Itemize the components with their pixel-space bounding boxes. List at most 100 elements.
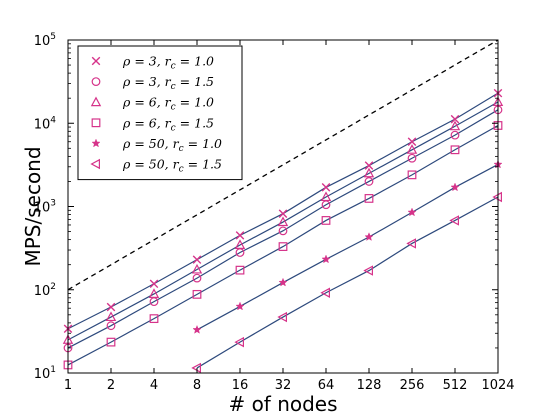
- data-point: [407, 153, 417, 163]
- y-axis-label: MPS/second: [21, 146, 45, 266]
- data-point: [149, 279, 159, 289]
- series-line: [67, 124, 499, 366]
- legend-label: ρ = 3, rc = 1.5: [122, 74, 214, 92]
- legend-label-main: ρ = 3, r: [122, 74, 172, 89]
- series-5: [192, 159, 503, 334]
- marker-shape: [278, 226, 288, 236]
- series-3: [62, 96, 504, 344]
- data-point: [191, 263, 203, 274]
- data-point: [192, 273, 202, 283]
- legend: ρ = 3, rc = 1.0ρ = 3, rc = 1.5ρ = 6, rc …: [77, 45, 243, 181]
- marker-shape: [449, 215, 459, 226]
- legend-marker: [91, 138, 101, 148]
- marker-shape: [364, 177, 374, 186]
- marker-shape: [91, 77, 101, 86]
- legend-label-main: ρ = 6, r: [122, 115, 172, 130]
- marker-stroke: [450, 114, 460, 124]
- marker-stroke: [192, 255, 202, 264]
- legend-marker: [91, 118, 101, 128]
- y-tick-exponent: 3: [50, 199, 56, 209]
- data-point: [449, 215, 459, 226]
- marker-shape: [407, 170, 417, 180]
- legend-marker: [90, 96, 102, 107]
- legend-entry-5: ρ = 50, rc = 1.0: [91, 136, 222, 154]
- legend-label-subscript: c: [171, 103, 176, 113]
- marker-shape: [320, 191, 332, 202]
- data-point: [364, 194, 374, 203]
- x-axis-label: # of nodes: [228, 392, 337, 415]
- marker-shape: [277, 216, 289, 227]
- x-tick-label: 64: [318, 378, 335, 393]
- marker-shape: [407, 153, 417, 163]
- data-point: [450, 182, 460, 192]
- marker-shape: [364, 194, 374, 203]
- legend-label-rest: = 1.5: [184, 157, 222, 172]
- legend-entry-1: ρ = 3, rc = 1.0: [91, 54, 214, 72]
- data-point: [320, 191, 332, 202]
- data-point: [278, 277, 288, 287]
- marker-shape: [192, 324, 202, 334]
- marker-shape: [364, 232, 374, 241]
- y-tick-label: 101: [34, 365, 56, 382]
- marker-shape: [91, 118, 101, 128]
- y-tick-exponent: 2: [50, 282, 56, 292]
- legend-label-rest: = 1.0: [176, 54, 214, 69]
- data-point: [278, 242, 288, 251]
- data-point: [449, 120, 461, 131]
- data-point: [450, 130, 460, 140]
- legend-entry-3: ρ = 6, rc = 1.0: [90, 95, 214, 113]
- data-point: [234, 239, 246, 249]
- data-point: [364, 161, 374, 170]
- marker-shape: [90, 96, 102, 107]
- x-tick-label: 512: [443, 378, 468, 393]
- marker-shape: [320, 287, 330, 298]
- legend-marker: [90, 158, 101, 170]
- series-line: [196, 196, 499, 369]
- data-point: [406, 238, 416, 249]
- y-tick-base: 10: [34, 34, 51, 49]
- data-point: [235, 231, 245, 240]
- data-point: [106, 302, 116, 312]
- data-point: [149, 314, 159, 324]
- data-point: [364, 177, 374, 186]
- y-tick-label: 102: [34, 282, 56, 299]
- series-line: [67, 109, 499, 349]
- marker-shape: [90, 158, 101, 170]
- legend-label: ρ = 50, rc = 1.0: [122, 136, 222, 154]
- marker-shape: [406, 144, 418, 154]
- x-tick-label: 16: [232, 378, 249, 393]
- data-point: [407, 207, 417, 217]
- legend-entry-4: ρ = 6, rc = 1.5: [91, 115, 214, 133]
- marker-shape: [321, 216, 331, 225]
- data-point: [192, 324, 202, 334]
- marker-shape: [106, 337, 116, 347]
- marker-shape: [191, 263, 203, 274]
- marker-shape: [450, 145, 460, 155]
- legend-label-subscript: c: [171, 82, 176, 92]
- y-tick-exponent: 5: [50, 32, 56, 42]
- legend-label-rest: = 1.0: [176, 95, 214, 110]
- reference-dashed-line: [67, 39, 499, 291]
- legend-label-rest: = 1.5: [176, 115, 214, 130]
- marker-shape: [148, 288, 160, 298]
- legend-label-rest: = 1.0: [184, 136, 222, 151]
- y-tick-label: 105: [34, 32, 56, 49]
- marker-shape: [406, 238, 416, 249]
- legend-entry-2: ρ = 3, rc = 1.5: [91, 74, 214, 92]
- series-line: [67, 101, 499, 341]
- legend-label: ρ = 50, rc = 1.5: [122, 157, 222, 175]
- x-tick-label: 4: [150, 378, 158, 393]
- marker-stroke: [407, 137, 417, 147]
- marker-shape: [278, 242, 288, 251]
- legend-label-subscript: c: [171, 123, 176, 133]
- reference-line-layer: [67, 39, 499, 291]
- marker-stroke: [235, 231, 245, 240]
- marker-shape: [106, 321, 116, 331]
- data-point: [278, 226, 288, 236]
- marker-shape: [450, 130, 460, 140]
- data-point: [278, 209, 288, 218]
- data-point: [192, 255, 202, 264]
- y-tick-base: 10: [34, 201, 51, 216]
- x-tick-label: 2: [107, 378, 115, 393]
